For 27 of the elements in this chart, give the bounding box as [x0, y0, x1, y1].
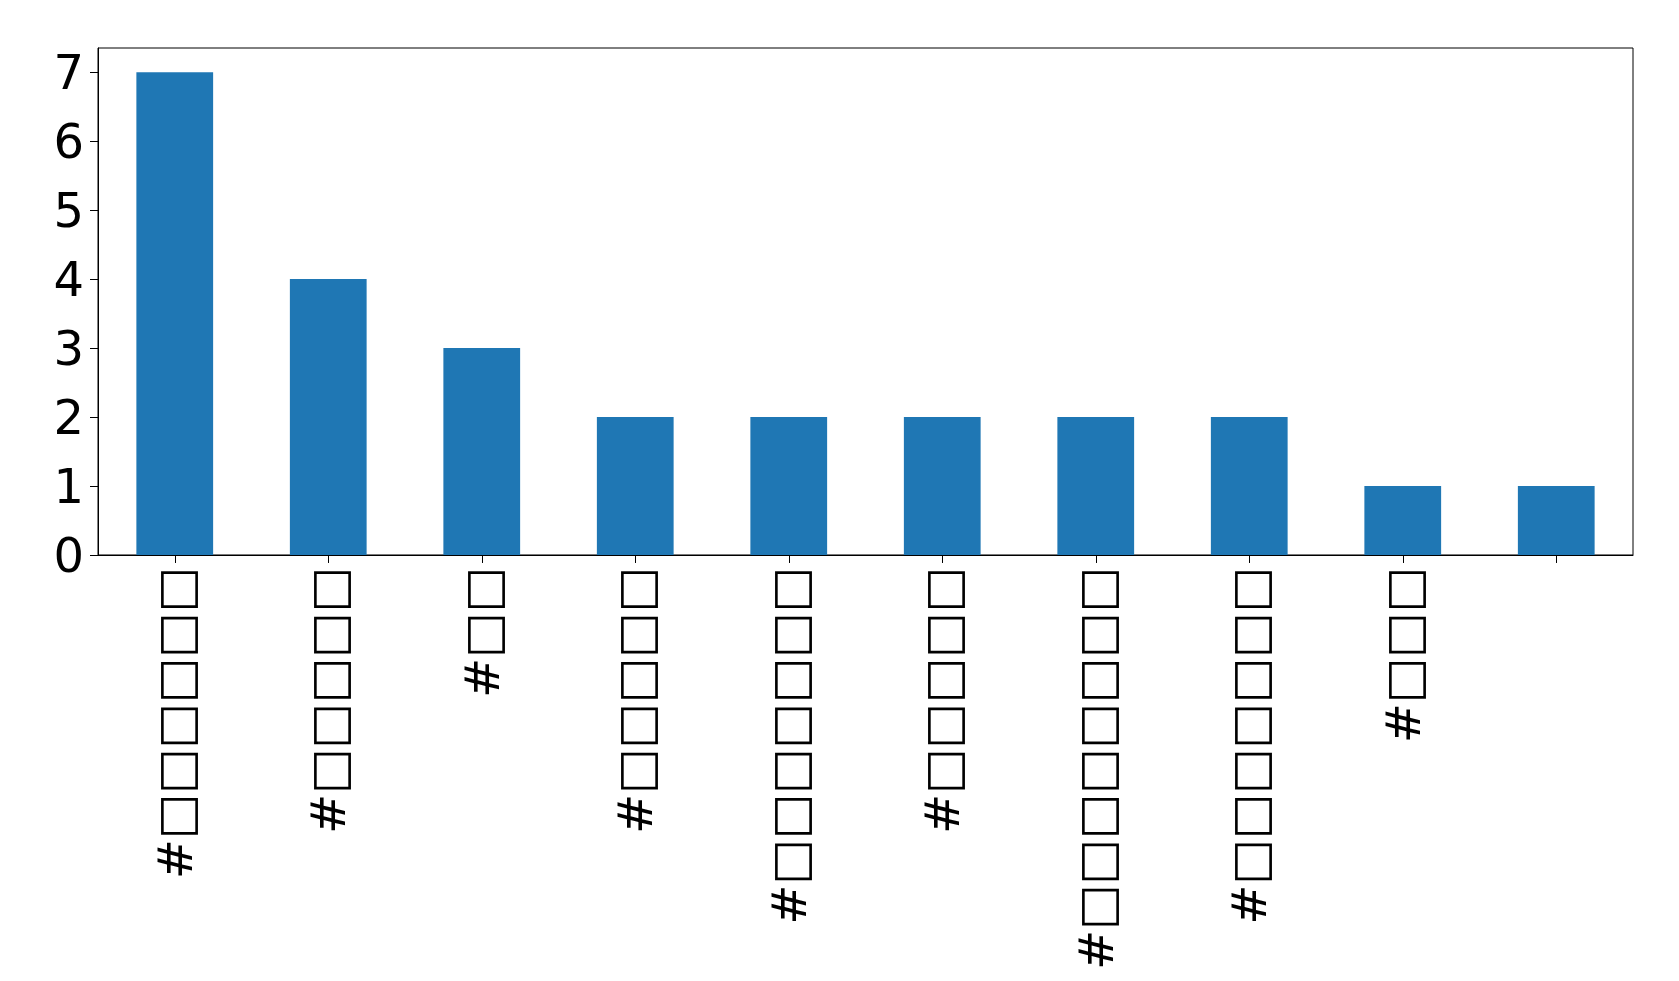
bar [596, 417, 674, 555]
bar [443, 348, 521, 555]
y-tick-label: 6 [53, 113, 84, 170]
y-tick-label: 0 [53, 526, 84, 583]
x-tick-label: #□□□□□□ [146, 566, 203, 880]
bar [1057, 417, 1135, 555]
y-tick-label: 3 [53, 320, 84, 377]
bar [1517, 485, 1595, 555]
bar [1364, 485, 1442, 555]
bar [750, 417, 828, 555]
x-tick-label: #□□□□□□□ [760, 566, 817, 925]
x-tick-label: #□□□□□ [914, 566, 971, 834]
x-tick-label: #□□□□□□□□ [1067, 566, 1124, 970]
y-tick-label: 7 [53, 44, 84, 101]
y-tick-label: 4 [53, 251, 84, 308]
y-tick-label: 1 [53, 457, 84, 514]
bar [289, 279, 367, 555]
x-tick-label: #□□□□□ [607, 566, 664, 834]
bar [903, 417, 981, 555]
bar [1210, 417, 1288, 555]
x-tick-label: #□□□□□ [300, 566, 357, 834]
x-tick-label: #□□□□□□□ [1221, 566, 1278, 925]
y-tick-label: 5 [53, 182, 84, 239]
bar [136, 72, 214, 555]
y-tick-label: 2 [53, 389, 84, 446]
x-tick-label: #□□□ [1374, 566, 1431, 744]
x-tick-label: #□□ [453, 566, 510, 698]
